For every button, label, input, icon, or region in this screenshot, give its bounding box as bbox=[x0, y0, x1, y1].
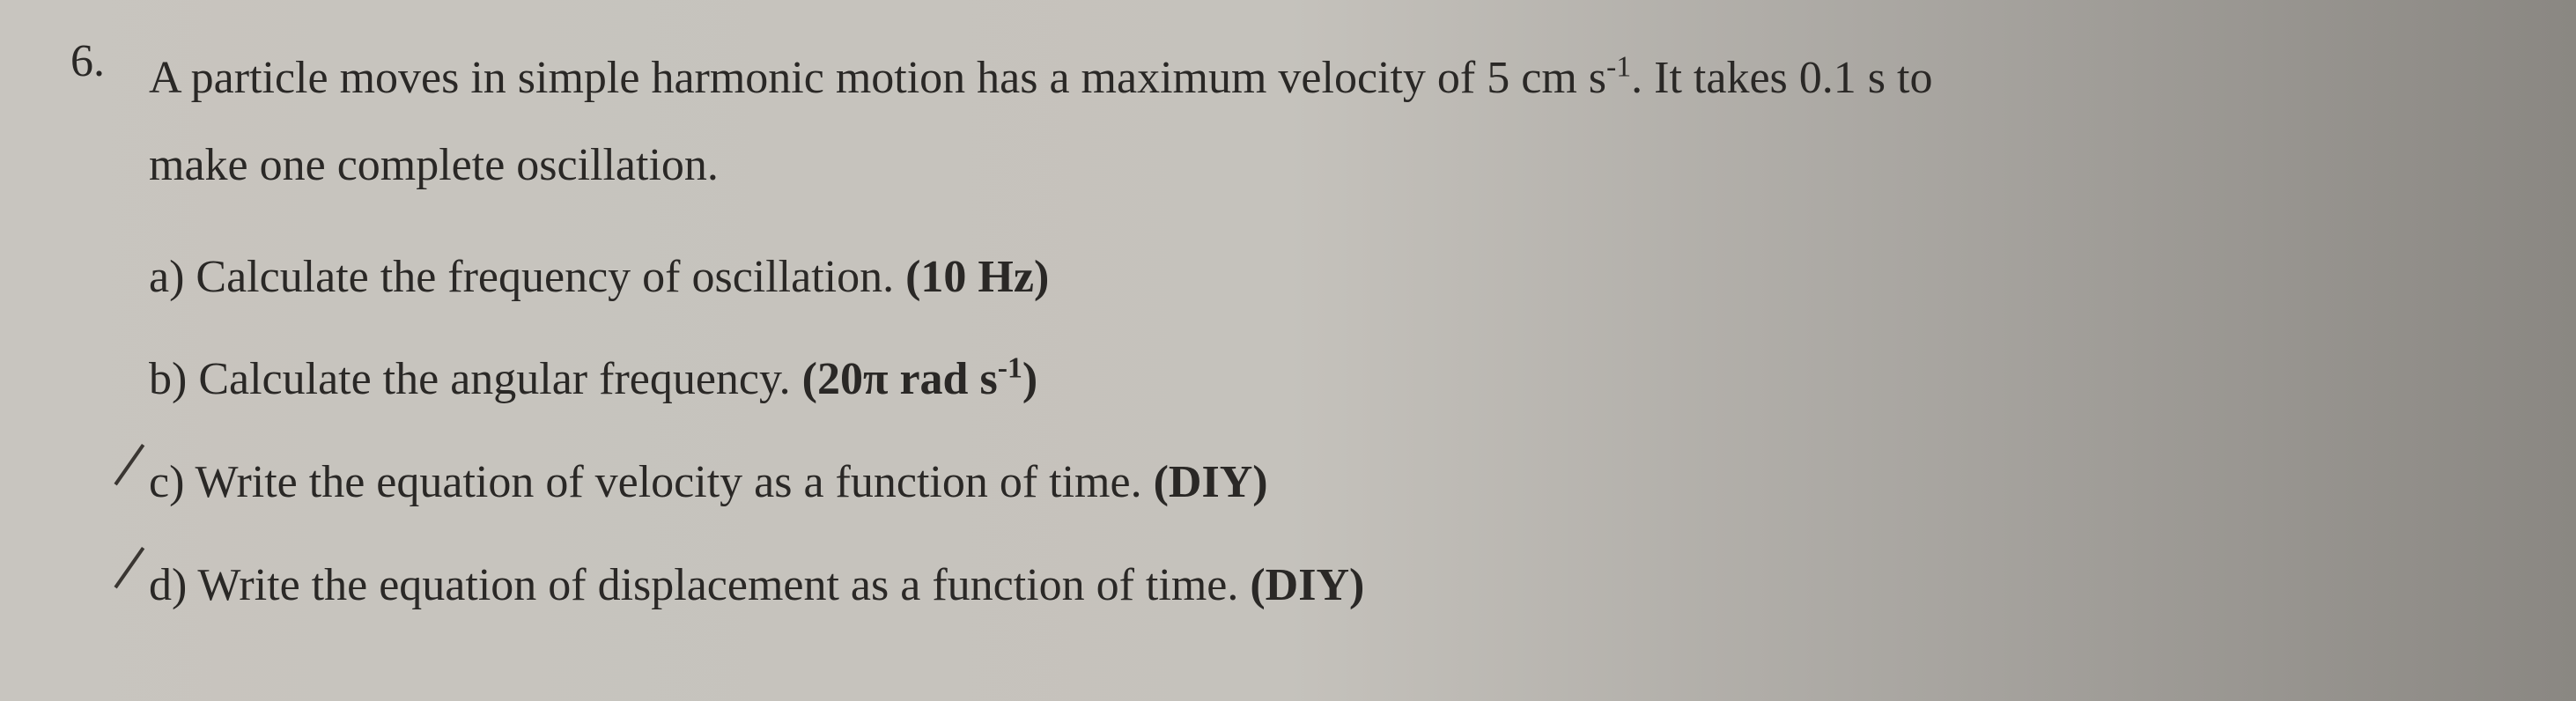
part-a-text: Calculate the frequency of oscillation. bbox=[196, 252, 894, 302]
part-c-text: Write the equation of velocity as a func… bbox=[195, 457, 1141, 507]
part-a-answer: (10 Hz) bbox=[905, 252, 1049, 302]
sub-question-b: b) Calculate the angular frequency. (20π… bbox=[149, 336, 2506, 424]
question-main-text: A particle moves in simple harmonic moti… bbox=[149, 35, 2506, 210]
part-d-label-struck: d) bbox=[149, 542, 187, 630]
part-a-label: a) bbox=[149, 252, 184, 302]
question-text-line2: make one complete oscillation. bbox=[149, 140, 719, 190]
part-b-text: Calculate the angular frequency. bbox=[198, 354, 790, 404]
part-c-label-struck: c) bbox=[149, 439, 184, 527]
sub-question-d: d) Write the equation of displacement as… bbox=[149, 542, 2506, 630]
part-d-answer: (DIY) bbox=[1250, 560, 1364, 610]
part-b-answer-pi: π bbox=[863, 354, 889, 404]
question-content: A particle moves in simple harmonic moti… bbox=[149, 35, 2506, 646]
part-d-text: Write the equation of displacement as a … bbox=[197, 560, 1238, 610]
sub-question-c: c) Write the equation of velocity as a f… bbox=[149, 439, 2506, 527]
part-c-label: c) bbox=[149, 457, 184, 507]
question-container: 6. A particle moves in simple harmonic m… bbox=[70, 35, 2506, 646]
question-number: 6. bbox=[70, 35, 105, 87]
part-b-answer-exp: -1 bbox=[998, 352, 1022, 385]
part-d-label: d) bbox=[149, 560, 187, 610]
part-b-answer-prefix: (20 bbox=[802, 354, 863, 404]
part-b-label: b) bbox=[149, 354, 187, 404]
part-b-answer: (20π rad s-1) bbox=[802, 354, 1038, 404]
part-c-answer: (DIY) bbox=[1154, 457, 1268, 507]
part-b-answer-suffix: ) bbox=[1022, 354, 1037, 404]
question-text-line1-end: . It takes 0.1 s to bbox=[1631, 53, 1932, 103]
part-b-answer-unit: rad s bbox=[888, 354, 997, 404]
sub-questions-list: a) Calculate the frequency of oscillatio… bbox=[149, 234, 2506, 630]
question-text-line1: A particle moves in simple harmonic moti… bbox=[149, 53, 1606, 103]
sub-question-a: a) Calculate the frequency of oscillatio… bbox=[149, 234, 2506, 321]
question-text-exp1: -1 bbox=[1606, 51, 1631, 84]
